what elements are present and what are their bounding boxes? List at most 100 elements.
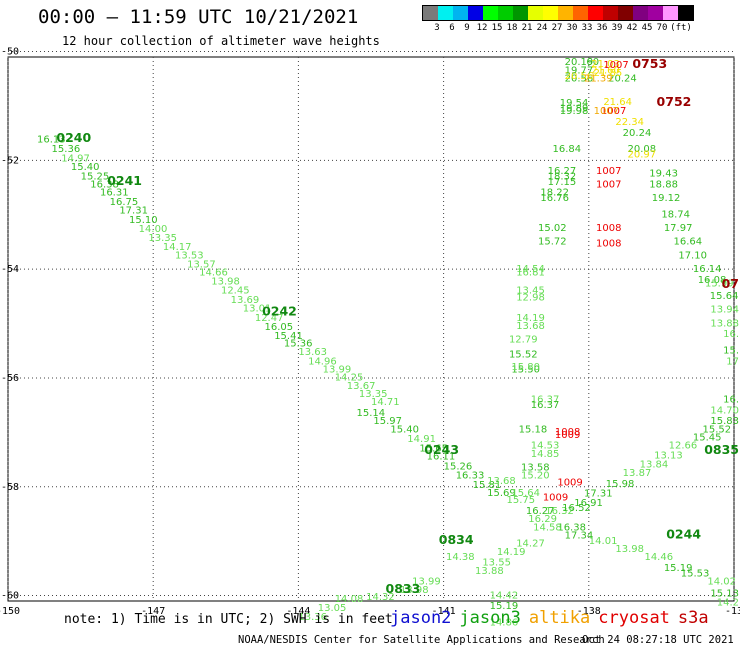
legend-swatch	[573, 6, 588, 20]
legend-swatch	[558, 6, 573, 20]
legend-swatch	[483, 6, 498, 20]
legend-swatch	[543, 6, 558, 20]
legend-swatch	[603, 6, 618, 20]
x-tick-label: -13	[725, 606, 740, 617]
wave-height-point: 16.81	[516, 268, 545, 279]
wave-height-point: 22.34	[615, 117, 644, 128]
wave-height-point: 14.42	[490, 590, 519, 601]
legend-label: 18	[506, 23, 518, 33]
legend-swatch	[588, 6, 603, 20]
wave-height-point: 20.24	[623, 128, 652, 139]
wave-height-point: 13.35	[148, 233, 177, 244]
y-tick-label: -50	[1, 47, 19, 58]
wave-height-point: 13.68	[516, 321, 545, 332]
wave-height-point: 15.53	[681, 569, 710, 580]
legend-labels: 3 6 9 12 15 18 21 24 27 30 33 36 39 42 45 70 (ft)	[422, 21, 694, 35]
legend-label: 24	[536, 23, 548, 33]
wave-height-point: 16.33	[456, 471, 485, 482]
x-tick-label: -150	[0, 606, 20, 617]
wave-height-point: 21.85	[594, 68, 623, 79]
wave-height-point: 1007	[603, 60, 628, 71]
wave-height-point: 16.64	[674, 237, 703, 248]
wave-height-point: 12.66	[669, 441, 698, 452]
wave-height-point: 14.85	[531, 449, 560, 460]
wave-height-point: 1009	[557, 478, 582, 489]
wave-height-point: 15.52	[509, 349, 538, 360]
wave-height-point: 18.22	[540, 188, 569, 199]
legend-label: 27	[551, 23, 563, 33]
wave-height-point: 20.08	[628, 144, 657, 155]
y-tick-label: -60	[1, 591, 19, 602]
x-tick-label: -144	[286, 606, 310, 617]
legend-label: 6	[449, 23, 455, 33]
pass-time-label: 0244	[666, 526, 701, 541]
wave-height-point: 14.38	[446, 552, 475, 563]
wave-height-point: 19.98	[560, 106, 589, 117]
page-subtitle: 12 hour collection of altimeter wave hei…	[62, 34, 380, 48]
wave-height-point: 13.13	[654, 450, 683, 461]
legend-label: (ft)	[670, 23, 692, 33]
wave-height-point: 16.75	[110, 197, 139, 208]
wave-height-point: 13.98	[211, 276, 240, 287]
wave-height-point: 15.41	[274, 331, 303, 342]
wave-height-point: 16.13	[37, 134, 66, 145]
wave-height-point: 14.46	[644, 552, 673, 563]
wave-height-point: 15.72	[538, 237, 567, 248]
wave-height-point: 15.19	[664, 563, 693, 574]
wave-height-point: 15.18	[519, 424, 548, 435]
wave-height-point: 13.63	[298, 347, 327, 358]
wave-height-point: 17.34	[565, 530, 594, 541]
wave-height-point: 14.19	[516, 313, 545, 324]
wave-height-point: 18.74	[661, 209, 690, 220]
wave-height-point: 15.20	[521, 471, 550, 482]
wave-height-point: 15.52	[703, 424, 732, 435]
wave-height-point: 14.00	[139, 224, 168, 235]
wave-height-point: 18.32	[548, 171, 577, 182]
y-tick-label: -52	[1, 155, 19, 166]
wave-height-point: 14.2	[717, 597, 739, 608]
wave-height-point: 14.32	[366, 592, 395, 603]
wave-height-point: 20.19	[565, 57, 594, 68]
wave-height-point: 13.87	[623, 468, 652, 479]
wave-height-point: 14.96	[308, 356, 337, 367]
wave-height-point: 16.05	[265, 322, 294, 333]
satellite-cryosat: cryosat	[598, 608, 670, 628]
wave-height-point: 15.36	[284, 338, 313, 349]
wave-height-point: 15.64	[511, 488, 540, 499]
wave-height-point: 13.84	[640, 460, 669, 471]
wave-height-point: 13.53	[175, 250, 204, 261]
wave-height-point: 60	[586, 57, 599, 68]
wave-height-point: 14.25	[335, 373, 364, 384]
legend-swatch	[438, 6, 453, 20]
wave-height-point: 1007	[594, 106, 619, 117]
legend-label: 9	[464, 23, 470, 33]
legend-swatch	[663, 6, 678, 20]
y-tick-label: -54	[1, 264, 19, 275]
wave-height-point: 20.56	[565, 71, 594, 82]
legend-label: 15	[491, 23, 503, 33]
legend-label: 42	[626, 23, 638, 33]
wave-height-point: 15.83	[710, 416, 739, 427]
legend-swatch	[618, 6, 633, 20]
wave-height-point: 19.12	[652, 193, 681, 204]
wave-height-point: 14.97	[61, 153, 90, 164]
wave-height-point: 1008	[596, 238, 621, 249]
wave-height-point: 15.64	[710, 291, 739, 302]
footer-note: note: 1) Time is in UTC; 2) SWH is in fe…	[64, 612, 393, 627]
wave-height-point: 15.69	[487, 488, 516, 499]
wave-height-point: 17	[726, 356, 739, 367]
legend-label: 21	[521, 23, 533, 33]
wave-height-point: 13.94	[710, 305, 739, 316]
wave-height-point: 21.64	[603, 97, 632, 108]
wave-height-point: 14.19	[497, 547, 526, 558]
wave-height-point: 1008	[596, 223, 621, 234]
wave-height-point: 20.24	[608, 73, 637, 84]
color-legend: 3 6 9 12 15 18 21 24 27 30 33 36 39 42 45 70 (ft)	[422, 5, 694, 35]
wave-height-point: 1009	[543, 492, 568, 503]
satellite-jason2: jason2	[390, 608, 452, 628]
wave-height-point: 16.14	[693, 264, 722, 275]
wave-height-point: 15.97	[373, 416, 402, 427]
wave-height-point: 1007	[601, 106, 626, 117]
pass-time-label: 0833	[386, 581, 421, 596]
wave-height-point: 16.37	[531, 400, 560, 411]
